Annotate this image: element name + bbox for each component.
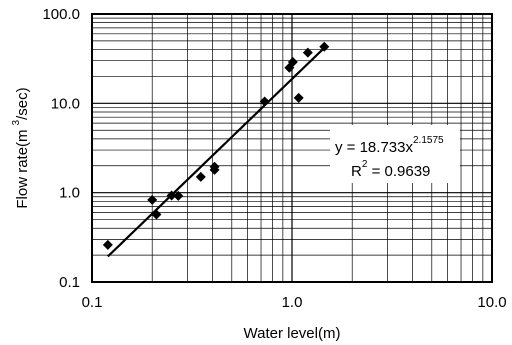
equation-base: y = 18.733x [335,139,413,156]
y-axis-label-tail: /sec) [14,87,31,120]
data-point [173,190,184,201]
y-axis-label-sup: 3 [11,119,22,125]
r-squared-label: R2 = 0.9639 [351,159,430,180]
data-point [287,57,298,68]
x-tick-label: 0.1 [82,294,103,311]
r-squared-sup: 2 [362,159,368,170]
data-point [209,161,220,172]
trendline [107,47,326,258]
y-tick-label: 100.0 [42,6,80,23]
y-tick-label: 1.0 [59,185,80,202]
x-tick-label: 10.0 [477,294,506,311]
y-axis-label: Flow rate(m 3/sec) [11,87,31,208]
x-tick-labels: 0.1 1.0 10.0 [82,294,507,311]
y-tick-labels: 0.1 1.0 10.0 100.0 [42,6,80,291]
equation-box [330,125,460,183]
r-squared-value: = 0.9639 [367,163,430,180]
y-axis-label-main: Flow rate(m [14,129,31,208]
equation-label: y = 18.733x2.1575 [335,135,444,156]
data-points [102,41,330,250]
data-point [102,239,113,250]
x-axis-label: Water level(m) [244,325,341,342]
data-point [195,171,206,182]
data-point [293,92,304,103]
r-squared-base: R [351,163,362,180]
x-tick-label: 1.0 [282,294,303,311]
y-tick-label: 10.0 [51,95,80,112]
plot-frame [91,13,493,283]
equation-exponent: 2.1575 [413,135,444,146]
data-point [147,194,158,205]
y-tick-label: 0.1 [59,274,80,291]
data-point [302,47,313,58]
